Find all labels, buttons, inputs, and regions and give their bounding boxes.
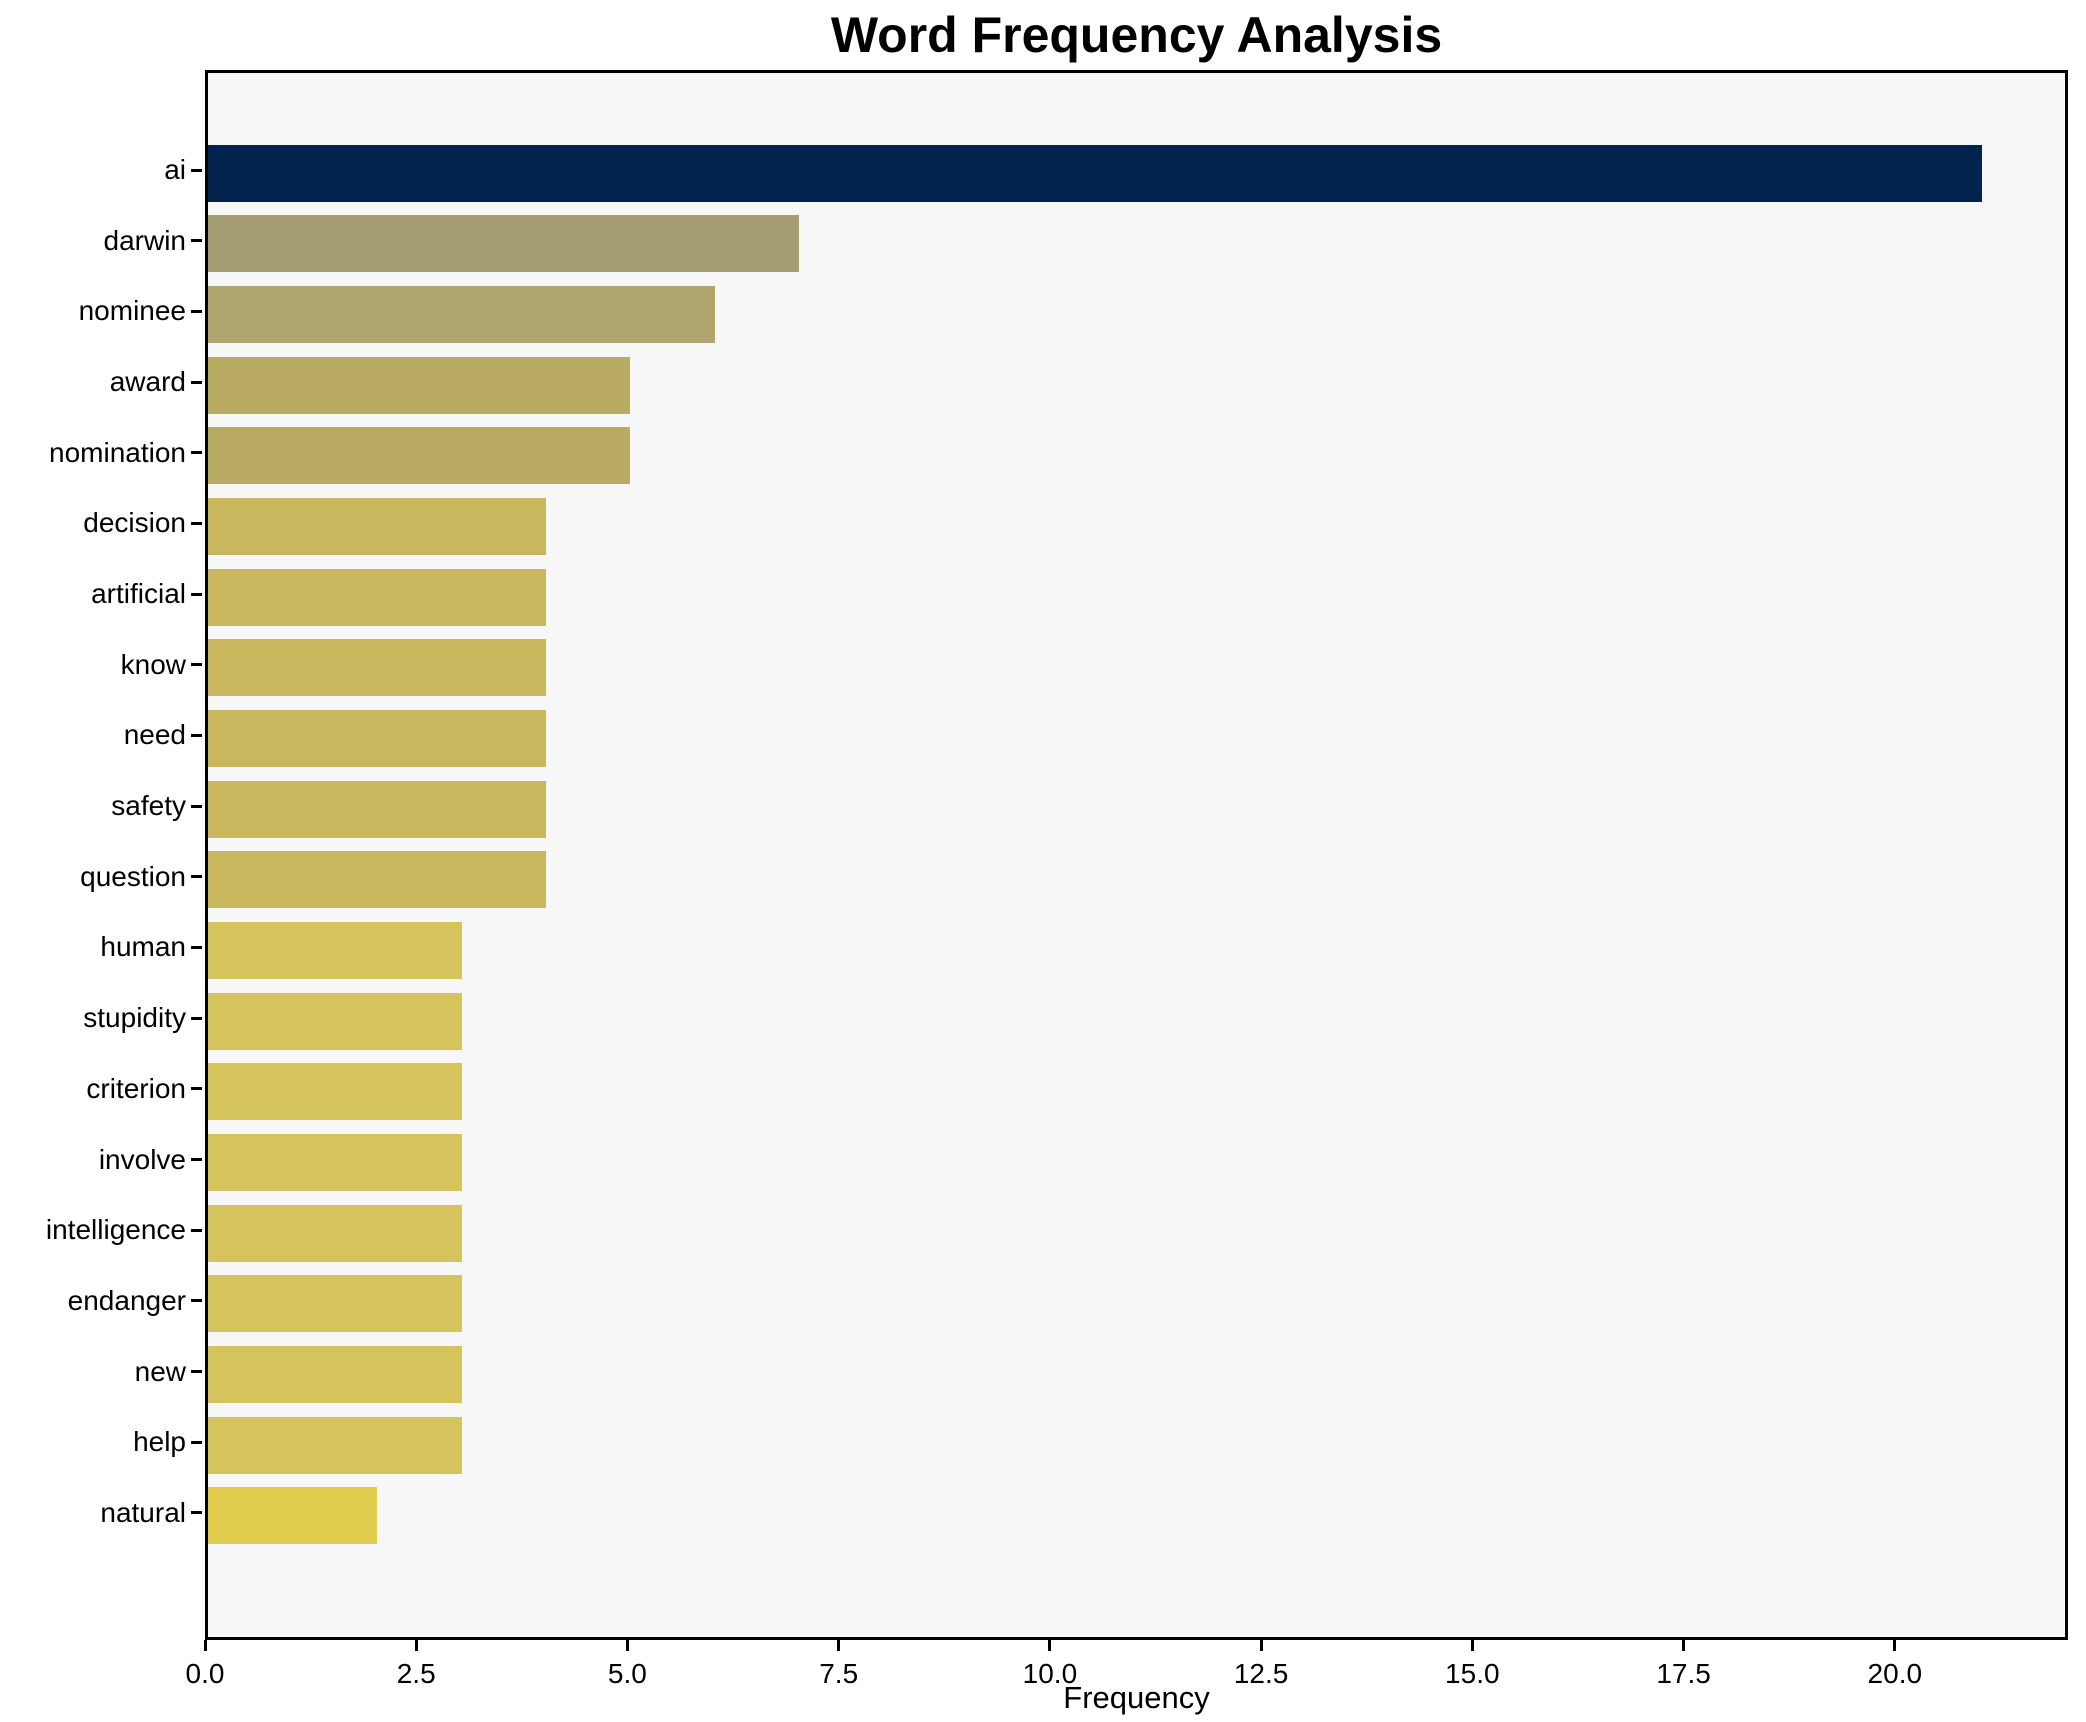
x-tick-mark [1259,1640,1263,1651]
y-tick-label-criterion: criterion [86,1072,186,1104]
x-tick-mark [1682,1640,1686,1651]
x-axis-label: Frequency [1063,1680,1210,1715]
x-tick-mark [414,1640,418,1651]
y-tick-mark [191,451,202,455]
y-tick-label-artificial: artificial [91,578,186,610]
x-tick-mark [837,1640,841,1651]
y-tick-mark [191,309,202,313]
x-tick-label-15.0: 15.0 [1445,1658,1500,1689]
bar-endanger [208,1275,462,1333]
x-tick-mark [203,1640,207,1651]
bar-involve [208,1134,462,1192]
y-tick-label-help: help [133,1426,186,1458]
y-tick-mark [191,1158,202,1162]
y-tick-mark [191,239,202,243]
y-tick-mark [191,521,202,525]
chart-title: Word Frequency Analysis [830,7,1443,63]
y-tick-mark [191,733,202,737]
y-tick-label-question: question [80,860,186,892]
x-tick-label-0.0: 0.0 [185,1658,225,1689]
bar-intelligence [208,1204,462,1262]
y-tick-label-darwin: darwin [103,224,186,256]
y-tick-mark [191,875,202,879]
bar-criterion [208,1063,462,1121]
bar-new [208,1346,462,1404]
y-tick-mark [191,1370,202,1374]
bar-natural [208,1487,377,1545]
x-tick-mark [1048,1640,1052,1651]
x-tick-label-12.5: 12.5 [1233,1658,1289,1689]
bar-ai [208,144,1983,202]
y-tick-mark [191,945,202,949]
y-axis-labels: ai darwin nominee award nomination decision ar… [0,70,186,1640]
bar-stupidity [208,992,462,1050]
y-tick-mark [191,1087,202,1091]
y-tick-mark [191,804,202,808]
x-tick-label-17.5: 17.5 [1656,1658,1711,1689]
y-tick-label-award: award [109,366,186,398]
x-tick-label-20.0: 20.0 [1867,1658,1923,1689]
bar-safety [208,780,546,838]
bar-award [208,356,631,414]
bar-know [208,639,546,697]
bar-human [208,921,462,979]
x-tick-label-10.0: 10.0 [1022,1658,1078,1689]
x-tick-label-7.5: 7.5 [819,1658,859,1689]
y-tick-label-endanger: endanger [67,1284,186,1316]
y-tick-label-safety: safety [111,790,186,822]
bar-nomination [208,427,631,485]
y-tick-label-stupidity: stupidity [83,1002,186,1034]
y-tick-mark [191,168,202,172]
x-tick-label-5.0: 5.0 [607,1658,647,1689]
bar-help [208,1416,462,1474]
y-tick-label-nominee: nominee [78,295,186,327]
bar-need [208,709,546,767]
x-tick-mark [625,1640,629,1651]
bar-question [208,851,546,909]
x-tick-mark [1893,1640,1897,1651]
y-tick-label-human: human [100,931,186,963]
y-tick-label-natural: natural [100,1496,186,1528]
y-tick-mark [191,1299,202,1303]
bar-artificial [208,568,546,626]
y-tick-mark [191,1440,202,1444]
y-tick-mark [191,1228,202,1232]
y-tick-label-new: new [134,1355,186,1387]
y-tick-mark [191,1511,202,1515]
y-tick-label-need: need [123,719,186,751]
bar-darwin [208,215,800,273]
bar-decision [208,497,546,555]
y-tick-label-decision: decision [83,507,186,539]
y-tick-mark [191,380,202,384]
plot-area [205,70,2068,1640]
y-tick-label-involve: involve [98,1143,186,1175]
x-tick-mark [1470,1640,1474,1651]
y-tick-label-ai: ai [164,154,186,185]
y-tick-mark [191,592,202,596]
y-tick-mark [191,663,202,667]
y-tick-label-know: know [120,648,186,680]
bar-nominee [208,285,715,343]
x-tick-label-2.5: 2.5 [396,1658,436,1689]
y-tick-label-nomination: nomination [49,436,186,468]
y-tick-mark [191,1016,202,1020]
y-tick-label-intelligence: intelligence [45,1214,186,1246]
